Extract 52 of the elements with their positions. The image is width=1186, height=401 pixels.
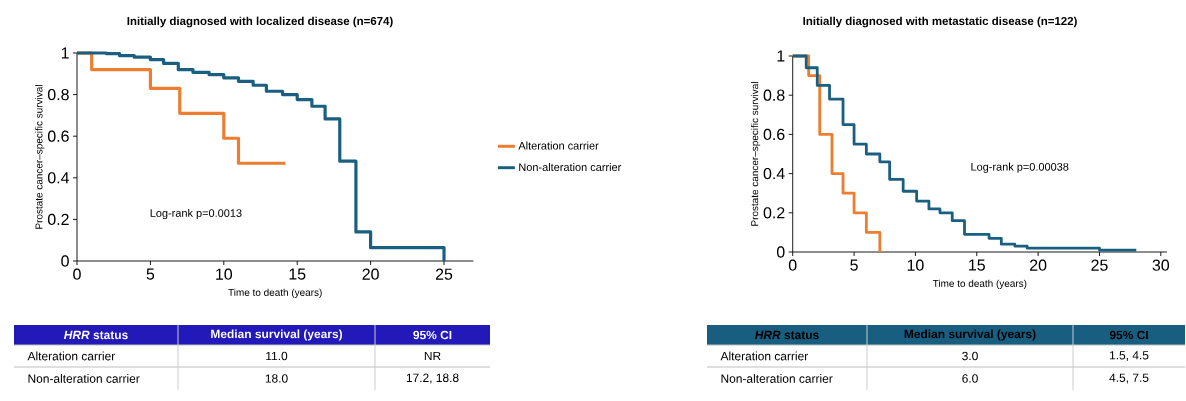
text: HRR status xyxy=(754,330,819,340)
legend-label: Non-alteration carrier xyxy=(519,162,622,172)
y-axis-title: Prostate cancer–specific survival xyxy=(750,82,761,226)
text: Median survival (years) xyxy=(211,329,343,341)
text: 17.2, 18.8 xyxy=(406,373,459,384)
x-tick-label: 10 xyxy=(216,268,233,280)
text: Non-alteration carrier xyxy=(28,374,140,383)
y-tick-label: 0.8 xyxy=(763,89,785,101)
x-tick-label: 0 xyxy=(73,268,81,280)
y-tick-label: 1 xyxy=(61,47,69,59)
y-tick-label: 0.4 xyxy=(47,172,70,184)
x-tick-label: 25 xyxy=(435,268,453,280)
legend-label: Alteration carrier xyxy=(518,141,599,150)
x-tick-label: 10 xyxy=(907,259,924,271)
text: 3.0 xyxy=(962,351,978,361)
y-tick-label: 0.8 xyxy=(47,88,69,101)
y-tick-label: 0.6 xyxy=(763,128,785,141)
y-tick-label: 0.2 xyxy=(763,207,785,219)
annotation: Log-rank p=0.0013 xyxy=(150,208,242,220)
y-axis-title: Prostate cancer–specific survival xyxy=(35,85,45,229)
x-tick-label: 5 xyxy=(146,268,155,280)
text: 1.5, 4.5 xyxy=(1109,351,1149,361)
x-axis-title: Time to death (years) xyxy=(228,288,322,298)
x-axis-title: Time to death (years) xyxy=(932,279,1027,289)
y-tick-label: 0.6 xyxy=(47,130,69,142)
x-tick-label: 15 xyxy=(969,259,985,271)
text: 6.0 xyxy=(962,374,978,383)
x-tick-label: 25 xyxy=(1091,259,1108,271)
text: Alteration carrier xyxy=(27,351,115,361)
y-tick-label: 0.4 xyxy=(763,167,785,180)
chart-title: Initially diagnosed with metastatic disease (n=122) xyxy=(803,16,1077,28)
text: HRR status xyxy=(63,330,128,340)
x-tick-label: 20 xyxy=(362,268,379,280)
chart-title: Initially diagnosed with localized disease (n=674) xyxy=(127,16,393,28)
text: NR xyxy=(424,351,441,361)
y-tick-label: 1 xyxy=(777,50,785,62)
text: Median survival (years) xyxy=(904,329,1036,341)
text: Non-alteration carrier xyxy=(721,374,833,383)
y-tick-label: 0.2 xyxy=(47,213,69,226)
x-tick-label: 20 xyxy=(1030,259,1047,271)
text: 4.5, 7.5 xyxy=(1109,373,1149,384)
x-tick-label: 15 xyxy=(289,268,306,280)
y-tick-label: 0 xyxy=(776,246,785,258)
text: 95% CI xyxy=(413,330,452,340)
x-tick-label: 30 xyxy=(1152,259,1170,271)
text: 11.0 xyxy=(266,351,288,361)
text: Alteration carrier xyxy=(720,351,809,361)
x-tick-label: 5 xyxy=(850,259,858,271)
text: 18.0 xyxy=(265,374,288,383)
text: 95% CI xyxy=(1109,330,1148,340)
annotation: Log-rank p=0.00038 xyxy=(971,162,1069,173)
x-tick-label: 0 xyxy=(788,259,797,271)
